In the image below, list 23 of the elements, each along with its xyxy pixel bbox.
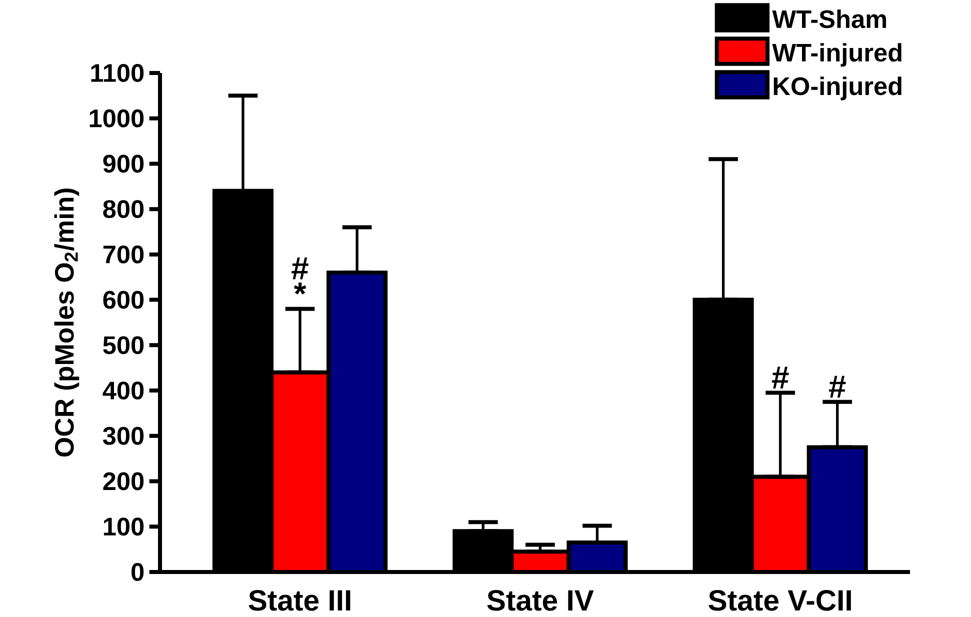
- annotation: #: [292, 257, 308, 280]
- annotation: *: [294, 282, 306, 295]
- legend-label: WT-Sham: [772, 10, 886, 28]
- y-tick-label: 500: [103, 336, 144, 354]
- y-tick-label: 1100: [91, 64, 144, 82]
- y-tick-label: 0: [132, 563, 144, 581]
- y-tick-label: 600: [103, 290, 144, 309]
- x-tick-label: State V-CII: [708, 590, 851, 611]
- legend-label: WT-injured: [772, 43, 902, 67]
- x-tick-label: State IV: [487, 590, 594, 611]
- y-tick-label: 900: [103, 154, 144, 173]
- y-tick-label: 800: [103, 200, 144, 218]
- y-tick-label: 100: [104, 518, 144, 536]
- y-tick-label: 700: [103, 245, 144, 264]
- annotation: #: [828, 376, 846, 398]
- y-tick-label: 1000: [90, 109, 144, 128]
- y-tick-label: 200: [103, 472, 144, 490]
- legend-label: KO-injured: [774, 76, 902, 100]
- x-tick-label: State III: [248, 590, 350, 611]
- annotation: #: [772, 366, 789, 389]
- y-tick-label: 400: [102, 382, 144, 400]
- y-axis-title: OCR (pMoles O$_{2}$/min): [54, 188, 80, 457]
- y-tick-label: 300: [102, 426, 144, 445]
